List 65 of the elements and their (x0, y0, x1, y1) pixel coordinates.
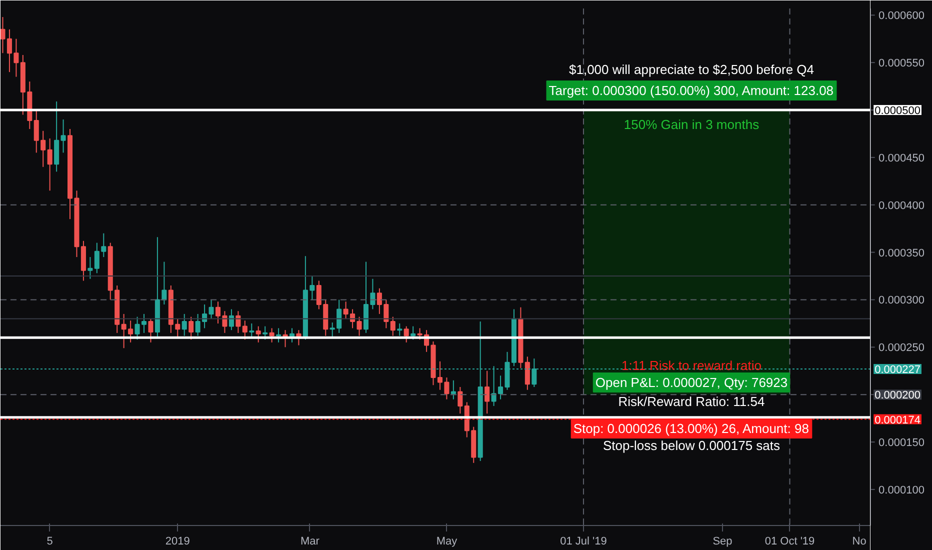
candlestick (524, 356, 530, 390)
x-tick-label: 01 Jul '19 (560, 536, 607, 548)
candlestick (162, 261, 167, 305)
candlestick (390, 316, 396, 336)
candlestick (148, 318, 154, 343)
ref-line-label: 0.000174 (874, 414, 920, 426)
annotation: Stop: 0.000026 (13.00%) 26, Amount: 98 (573, 421, 809, 436)
candlestick (222, 310, 228, 334)
candlestick (47, 138, 52, 192)
annotation: $1,000 will appreciate to $2,500 before Q4 (569, 62, 814, 77)
candlestick (128, 320, 134, 343)
y-tick-label: 0.000400 (878, 200, 924, 212)
candlestick (316, 280, 322, 310)
candlestick (276, 328, 282, 343)
x-tick-label: 5 (46, 536, 53, 548)
candlestick (175, 318, 180, 338)
x-tick-label: No (852, 536, 866, 548)
candlestick (236, 310, 241, 334)
y-tick-label: 0.000550 (878, 58, 924, 70)
candlestick (269, 328, 274, 343)
candlestick (88, 256, 93, 280)
candlestick (404, 326, 409, 343)
candlestick (242, 320, 248, 340)
candlestick (134, 316, 140, 340)
candlestick (256, 326, 261, 343)
candlestick (262, 326, 268, 340)
candlestick (121, 313, 126, 349)
ref-line-label: 0.000200 (874, 390, 920, 402)
x-tick-label: Sep (712, 536, 732, 548)
candlestick (484, 370, 490, 414)
annotation: Open P&L: 0.000027, Qty: 76923 (595, 375, 788, 390)
x-tick-label: 2019 (165, 536, 190, 548)
annotation: Stop-loss below 0.000175 sats (602, 438, 781, 453)
candlestick (54, 100, 60, 172)
y-tick-label: 0.000450 (878, 152, 924, 164)
y-tick-label: 0.000600 (878, 10, 924, 22)
candlestick (397, 322, 402, 336)
candlestick (60, 118, 66, 154)
candlestick (410, 326, 416, 340)
candlestick (376, 288, 382, 314)
candlestick (188, 316, 194, 340)
candlestick (384, 299, 389, 329)
annotation: 1:11 Risk to reward ratio (622, 358, 762, 373)
candlestick (228, 308, 234, 331)
candlestick (182, 313, 187, 336)
candlestick (249, 322, 254, 338)
x-tick-label: May (436, 536, 458, 548)
candlestick (208, 299, 214, 320)
y-tick-label: 0.000250 (878, 342, 924, 354)
y-tick-label: 0.000150 (878, 437, 924, 450)
x-tick-label: Mar (300, 536, 320, 548)
candlestick (141, 313, 147, 334)
ref-line-label: 0.000500 (874, 105, 920, 118)
y-tick-label: 0.000100 (878, 484, 924, 496)
ref-line-label: 0.000227 (874, 364, 920, 376)
candlestick (458, 386, 463, 414)
candlestick (80, 240, 86, 282)
annotation: 150% Gain in 3 months (624, 117, 760, 132)
y-tick-label: 0.000350 (878, 247, 924, 260)
x-tick-label: 01 Oct '19 (764, 536, 815, 548)
annotation: Risk/Reward Ratio: 11.54 (618, 394, 765, 409)
candlestick (450, 380, 456, 400)
candlestick (215, 301, 221, 324)
annotation: Target: 0.000300 (150.00%) 300, Amount: 123.08 (548, 83, 834, 98)
y-tick-label: 0.000300 (878, 294, 924, 307)
